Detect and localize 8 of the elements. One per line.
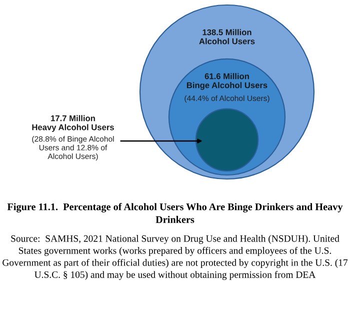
data-label: 17.7 Million (51, 115, 95, 122)
data-label: 138.5 Million (202, 29, 252, 36)
source-note: Source: SAMHS, 2021 National Survey on Drug Use and Health (NSDUH). United States government works (works prepared by officers and employees of the U.S. Government as part of their official duties) are not protected by copyright in the U.S. (17 U.S.C. § 105) and may be used without obtaining permission from DEA (2, 235, 348, 280)
data-label: 61.6 Million (204, 73, 249, 80)
category-label: Heavy Alcohol Users (32, 124, 114, 132)
category-label: Binge Alcohol Users (186, 82, 268, 90)
category-label: Alcohol Users (199, 38, 255, 44)
text: Figure 11.1. Percentage of Alcohol Users Who Are Binge Drinkers and Heavy Drinkers (7, 203, 343, 224)
